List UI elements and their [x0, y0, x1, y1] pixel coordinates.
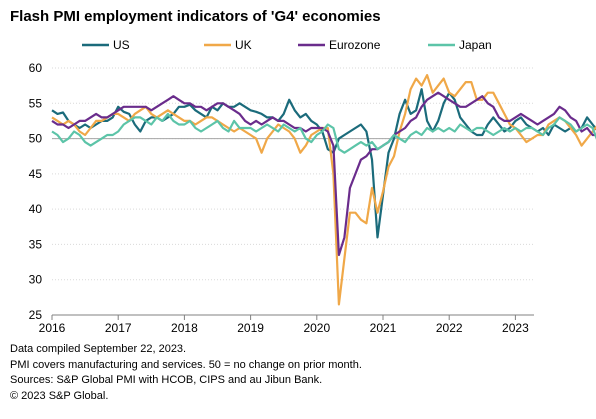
note-compiled: Data compiled September 22, 2023. — [10, 343, 187, 355]
y-tick-label: 40 — [29, 202, 43, 216]
note-coverage: PMI covers manufacturing and services. 5… — [10, 358, 362, 371]
x-tick-label: 2021 — [370, 321, 397, 335]
y-tick-label: 45 — [29, 167, 43, 181]
x-tick-label: 2017 — [105, 321, 132, 335]
x-tick-label: 2016 — [39, 321, 66, 335]
note-sources: Sources: S&P Global PMI with HCOB, CIPS … — [10, 374, 323, 386]
y-tick-label: 30 — [29, 273, 43, 287]
legend-label-japan: Japan — [459, 38, 492, 52]
legend-label-uk: UK — [235, 38, 252, 52]
series-line-us — [51, 88, 596, 239]
x-tick-label: 2022 — [436, 321, 463, 335]
y-tick-label: 35 — [29, 237, 43, 251]
legend-label-us: US — [113, 38, 130, 52]
series-line-uk — [51, 73, 596, 306]
note-copyright: © 2023 S&P Global. — [10, 389, 109, 402]
x-tick-label: 2020 — [303, 321, 330, 335]
legend-label-eurozone: Eurozone — [329, 38, 381, 52]
y-tick-label: 60 — [29, 61, 43, 75]
x-tick-label: 2023 — [502, 321, 529, 335]
y-tick-label: 50 — [29, 132, 43, 146]
y-tick-label: 55 — [29, 96, 43, 110]
chart-title: Flash PMI employment indicators of 'G4' … — [10, 8, 381, 25]
series-line-japan — [51, 112, 596, 154]
chart-notes: Data compiled September 22, 2023. PMI co… — [10, 342, 362, 404]
x-tick-label: 2019 — [237, 321, 264, 335]
y-tick-label: 25 — [29, 308, 43, 322]
x-tick-label: 2018 — [171, 321, 198, 335]
